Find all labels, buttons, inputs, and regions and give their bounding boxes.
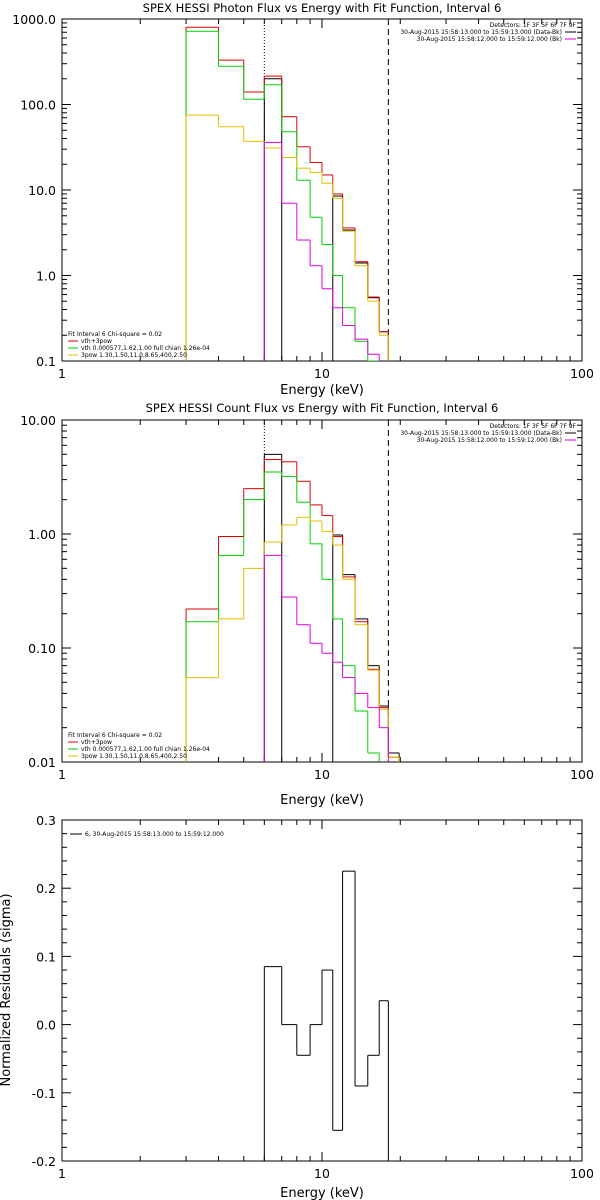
x-tick-label: 10 bbox=[314, 366, 330, 381]
y-tick-label: 1000.0 bbox=[12, 12, 56, 27]
photon-flux-plot-frame bbox=[61, 18, 583, 362]
y-tick-label: -0.2 bbox=[32, 1154, 56, 1169]
fit-legend-line: vth 0.000577,1.62,1.00 full chian 1.26e-… bbox=[81, 345, 210, 352]
y-tick-label: 0.0 bbox=[36, 1018, 56, 1033]
y-tick-label: 0.2 bbox=[36, 881, 56, 896]
fit-legend-line: 3pow 1.30,1.50,11.0,8.65,400,2.50 bbox=[81, 352, 187, 359]
y-tick-label: 0.1 bbox=[36, 354, 56, 369]
residuals-y-axis-label: Normalized Residuals (sigma) bbox=[0, 893, 14, 1086]
fit-legend-line: Fit Interval 6 Chi-square = 0.02 bbox=[68, 331, 162, 338]
y-tick-label: 0.01 bbox=[28, 755, 56, 770]
y-tick-label: 0.3 bbox=[36, 813, 56, 828]
y-tick-label: 10.0 bbox=[28, 183, 56, 198]
legend-header: Detectors: 1F 3F 5F 6F 7F 9F bbox=[490, 22, 577, 29]
photon-flux-x-axis-label: Energy (keV) bbox=[280, 383, 364, 398]
photon-flux-panel: SPEX HESSI Photon Flux vs Energy with Fi… bbox=[12, 1, 594, 398]
residuals-x-axis-label: Energy (keV) bbox=[280, 1186, 364, 1200]
x-tick-label: 10 bbox=[314, 767, 330, 782]
photon-flux-title: SPEX HESSI Photon Flux vs Energy with Fi… bbox=[143, 1, 502, 15]
x-tick-label: 1 bbox=[58, 366, 66, 381]
legend-entry: 30-Aug-2015 15:58:13.000 to 15:59:13.000… bbox=[400, 29, 562, 36]
legend-entry: 30-Aug-2015 15:58:12.000 to 15:59:12.000… bbox=[417, 437, 562, 444]
x-tick-label: 1 bbox=[58, 767, 66, 782]
fit-legend-line: vth+3pow bbox=[81, 739, 112, 746]
residuals-panel: Energy (keV) Normalized Residuals (sigma… bbox=[0, 813, 594, 1200]
y-tick-label: 100.0 bbox=[20, 98, 56, 113]
x-tick-label: 100 bbox=[570, 366, 594, 381]
legend-entry: 30-Aug-2015 15:58:13.000 to 15:59:13.000… bbox=[400, 430, 562, 437]
fit-legend-line: 3pow 1.30,1.50,11.0,8.65,400,2.50 bbox=[81, 753, 187, 760]
fit-legend-line: Fit Interval 6 Chi-square = 0.02 bbox=[68, 732, 162, 739]
count-flux-title: SPEX HESSI Count Flux vs Energy with Fit… bbox=[146, 401, 499, 415]
y-tick-label: 1.0 bbox=[36, 269, 56, 284]
y-tick-label: -0.1 bbox=[32, 1086, 56, 1101]
legend-header: Detectors: 1F 3F 5F 6F 7F 9F bbox=[490, 423, 577, 430]
fit-legend-line: vth 0.000577,1.62,1.00 full chian 1.26e-… bbox=[81, 746, 210, 753]
count-flux-x-axis-label: Energy (keV) bbox=[280, 793, 364, 808]
y-tick-label: 0.1 bbox=[36, 949, 56, 964]
x-tick-label: 10 bbox=[314, 1166, 330, 1181]
y-tick-label: 0.10 bbox=[28, 641, 56, 656]
count-flux-panel: SPEX HESSI Count Flux vs Energy with Fit… bbox=[20, 401, 594, 808]
count-flux-plot-frame bbox=[61, 419, 583, 763]
x-tick-label: 100 bbox=[570, 767, 594, 782]
legend-entry: 6, 30-Aug-2015 15:58:13.000 to 15:59:12.… bbox=[85, 831, 224, 838]
legend-entry: 30-Aug-2015 15:58:12.000 to 15:59:12.000… bbox=[417, 36, 562, 43]
fit-legend-line: vth+3pow bbox=[81, 338, 112, 345]
x-tick-label: 100 bbox=[570, 1166, 594, 1181]
x-tick-label: 1 bbox=[58, 1166, 66, 1181]
y-tick-label: 1.00 bbox=[28, 527, 56, 542]
y-tick-label: 10.00 bbox=[20, 413, 56, 428]
